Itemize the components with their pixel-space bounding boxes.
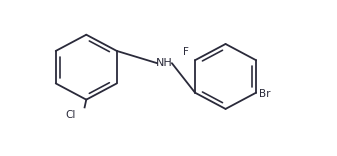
Text: Br: Br [259, 89, 270, 99]
Text: F: F [183, 46, 189, 56]
Text: Cl: Cl [65, 110, 75, 120]
Text: NH: NH [156, 58, 173, 68]
